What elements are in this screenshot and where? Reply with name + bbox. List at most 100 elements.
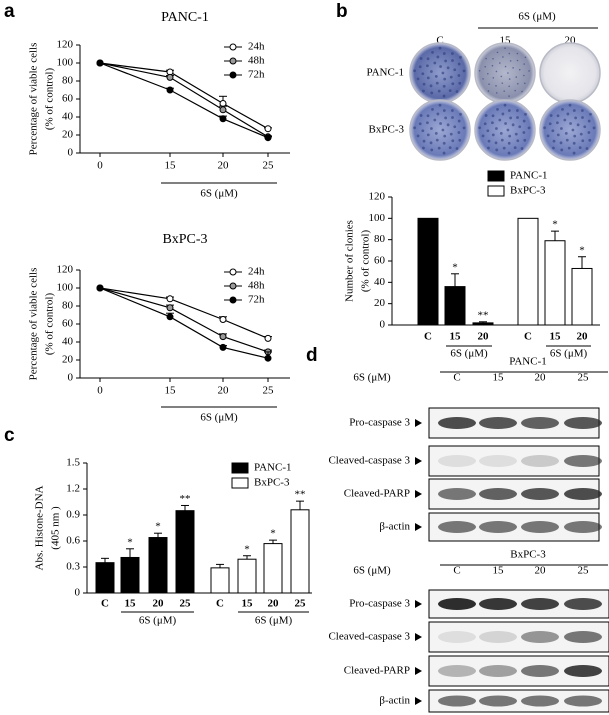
colony <box>495 92 498 94</box>
point <box>166 295 174 303</box>
point <box>219 106 227 114</box>
colony <box>518 68 521 71</box>
band-label: β-actin <box>379 521 410 533</box>
y-tick-label: 20 <box>374 297 386 309</box>
x-tick-label: 15 <box>125 598 137 610</box>
blot-frame <box>428 689 609 713</box>
lane-label: C <box>453 565 460 577</box>
colony <box>573 134 577 138</box>
colony <box>508 78 511 80</box>
colony <box>462 126 466 130</box>
plate <box>539 42 601 104</box>
plate-column-label: 20 <box>565 35 577 47</box>
legend-marker <box>229 71 237 79</box>
colony <box>498 118 502 122</box>
point <box>219 316 227 323</box>
band <box>438 417 476 429</box>
colony <box>572 151 576 155</box>
colony <box>515 109 519 112</box>
colony <box>430 148 434 152</box>
colony <box>501 82 504 84</box>
y-tick-label: 60 <box>62 318 74 330</box>
band <box>564 455 602 467</box>
colony <box>451 139 455 143</box>
colony <box>435 81 439 85</box>
x-axis-label: 6S (μM) <box>450 348 488 360</box>
chart-title: BxPC-3 <box>162 232 207 247</box>
plate <box>539 99 601 161</box>
y-tick-label: 100 <box>57 57 74 69</box>
colony <box>416 134 420 138</box>
band <box>564 695 602 707</box>
colony <box>484 114 488 117</box>
legend-label: 24h <box>248 266 265 278</box>
band <box>479 665 517 677</box>
colony <box>516 116 519 119</box>
legend-marker <box>229 57 237 65</box>
colony <box>450 52 454 55</box>
lane-label: 15 <box>493 372 505 384</box>
series-line <box>99 287 269 353</box>
colony <box>430 70 433 73</box>
colony <box>564 132 568 135</box>
x-tick-label: 20 <box>268 598 280 610</box>
colony <box>513 146 517 150</box>
y-axis-label: Abs. Histone-DNA <box>34 485 46 570</box>
colony <box>589 112 592 116</box>
colony <box>458 138 462 142</box>
colony <box>442 151 446 155</box>
band <box>438 631 476 643</box>
point <box>264 125 272 133</box>
colony <box>488 83 490 85</box>
colony <box>449 75 453 79</box>
legend-swatch <box>487 185 505 197</box>
y-axis-label: (% of control) <box>44 293 56 356</box>
x-axis-label: 6S (μM) <box>200 412 238 424</box>
plate <box>409 42 471 104</box>
colony <box>436 55 440 59</box>
colony <box>433 118 437 122</box>
colony <box>426 114 430 118</box>
colony <box>504 65 507 68</box>
bar <box>95 562 115 594</box>
colony <box>495 70 498 73</box>
band-label: Pro-caspase 3 <box>349 598 410 610</box>
colony <box>429 141 433 145</box>
colony <box>592 126 596 130</box>
band-pointer <box>415 457 422 465</box>
x-tick-label: 0 <box>97 160 103 172</box>
colony <box>478 69 481 72</box>
colony <box>521 90 523 93</box>
panel-label: b <box>336 1 348 22</box>
x-axis-label: 6S (μM) <box>139 615 177 627</box>
y-tick-label: 100 <box>369 212 386 224</box>
colony <box>503 90 506 92</box>
point <box>264 334 272 342</box>
colony <box>523 63 525 65</box>
colony <box>514 89 516 92</box>
legend-swatch <box>231 477 249 489</box>
colony <box>444 59 448 63</box>
colony <box>482 78 484 80</box>
point <box>96 284 104 292</box>
colony <box>430 127 433 130</box>
colony <box>508 134 512 138</box>
y-tick-label: 80 <box>62 75 74 87</box>
bar <box>472 322 494 326</box>
significance-label: ** <box>478 309 489 321</box>
colony <box>448 89 452 93</box>
significance-label: * <box>127 536 133 548</box>
concentration-label: 6S (μM) <box>353 372 391 384</box>
colony <box>559 141 563 145</box>
band-pointer <box>415 667 422 675</box>
x-tick-label: C <box>101 598 109 610</box>
colony <box>523 74 525 77</box>
lane-label: 25 <box>578 565 590 577</box>
colony <box>419 57 423 60</box>
colony <box>491 121 494 125</box>
y-tick-label: 60 <box>374 255 386 267</box>
x-tick-label: 25 <box>263 385 275 397</box>
colony <box>457 131 461 134</box>
colony <box>413 126 416 130</box>
band-pointer <box>415 633 422 641</box>
